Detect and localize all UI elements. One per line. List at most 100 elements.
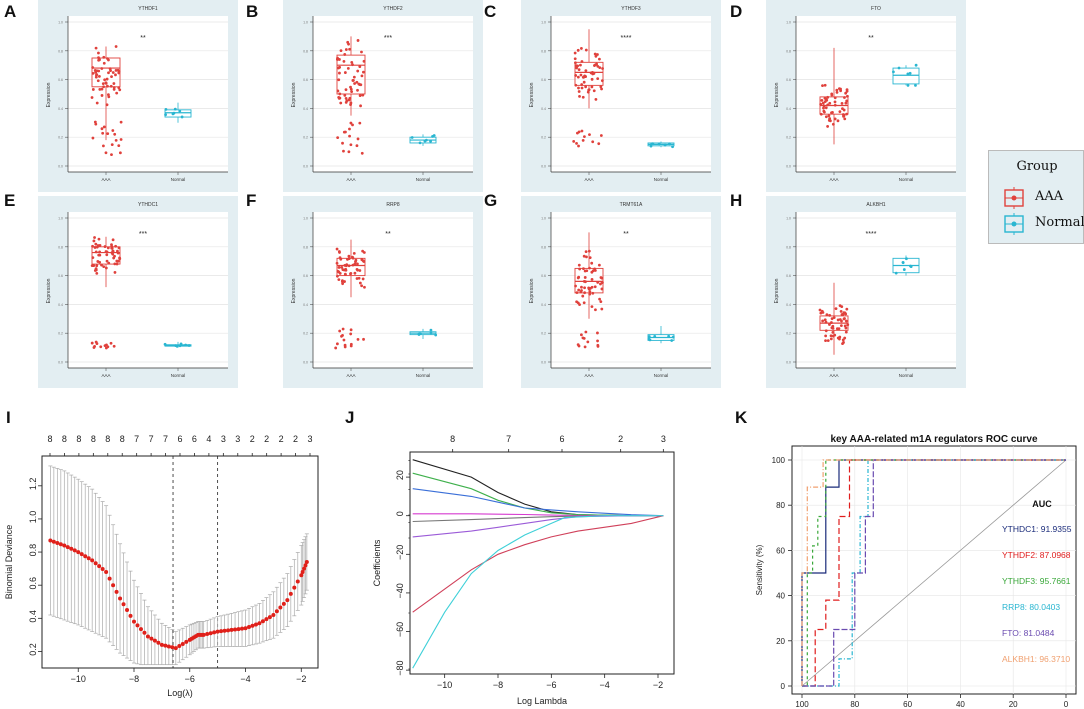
- deviance-point: [170, 645, 175, 650]
- jitter-point: [831, 326, 835, 330]
- jitter-point: [600, 276, 604, 280]
- jitter-point: [824, 339, 827, 342]
- jitter-point: [590, 285, 594, 289]
- jitter-point: [668, 142, 671, 146]
- deviance-point: [118, 596, 123, 601]
- jitter-point: [105, 77, 109, 81]
- jitter-point: [831, 334, 835, 338]
- jitter-point: [580, 60, 584, 63]
- jitter-point: [839, 324, 843, 327]
- top-tick-label: 8: [76, 434, 81, 444]
- top-tick-label: 8: [120, 434, 125, 444]
- jitter-point: [587, 249, 591, 253]
- jitter-point: [897, 66, 901, 70]
- jitter-point: [353, 271, 357, 275]
- jitter-point: [575, 66, 579, 70]
- jitter-point: [91, 244, 94, 248]
- jitter-point: [349, 87, 353, 91]
- jitter-point: [102, 61, 106, 65]
- coef-start-mark: •: [408, 458, 410, 463]
- outlier-point: [347, 150, 351, 154]
- coef-start-mark: •: [408, 610, 410, 615]
- deviance-point: [65, 545, 70, 550]
- jitter-point: [846, 323, 850, 327]
- jitter-point: [356, 69, 360, 73]
- jitter-point: [91, 66, 95, 69]
- jitter-point: [578, 303, 581, 307]
- chart-title: TRMT61A: [620, 202, 643, 208]
- top-tick-label: 8: [91, 434, 96, 444]
- panel-label-H: H: [730, 191, 743, 210]
- deviance-point: [121, 602, 126, 607]
- x-tick-label: 80: [850, 700, 859, 708]
- jitter-point: [337, 78, 341, 82]
- jitter-point: [116, 68, 120, 72]
- y-axis-label: Coefficients: [372, 539, 382, 586]
- deviance-point: [229, 627, 234, 632]
- jitter-point: [822, 104, 826, 108]
- jitter-point: [583, 269, 587, 273]
- box-iqr: [574, 61, 604, 86]
- deviance-point: [201, 632, 206, 637]
- jitter-point: [590, 278, 594, 281]
- jitter-point: [102, 265, 106, 269]
- jitter-point: [830, 321, 833, 324]
- jitter-point: [97, 69, 101, 73]
- jitter-point: [104, 81, 108, 85]
- jitter-point: [98, 87, 102, 91]
- jitter-point: [575, 291, 579, 295]
- y-tick-label: 0.2: [28, 643, 38, 656]
- jitter-point: [590, 261, 594, 265]
- auc-label: YTHDF3: 95.7661: [1002, 576, 1071, 586]
- jitter-point: [344, 268, 348, 272]
- jitter-point: [93, 236, 96, 239]
- jitter-point: [347, 254, 351, 258]
- deviance-point: [76, 550, 81, 555]
- deviance-point: [219, 629, 224, 634]
- roc-curve-2: [802, 459, 1066, 687]
- jitter-point: [828, 323, 831, 326]
- deviance-point: [302, 566, 307, 571]
- deviance-point: [173, 646, 178, 651]
- jitter-point: [347, 98, 351, 102]
- x-tick-label: −2: [296, 674, 306, 684]
- jitter-point: [344, 88, 348, 92]
- outlier-point: [344, 130, 347, 134]
- deviance-point: [292, 585, 297, 590]
- jitter-point: [361, 259, 365, 263]
- outlier-point: [341, 327, 345, 331]
- deviance-point: [299, 573, 304, 578]
- jitter-point: [600, 287, 604, 291]
- deviance-point: [55, 540, 60, 545]
- outlier-point: [341, 141, 344, 145]
- jitter-point: [358, 94, 362, 97]
- plot-area: [796, 16, 956, 172]
- jitter-point: [826, 95, 830, 99]
- top-tick-label: 7: [506, 434, 511, 444]
- deviance-point: [79, 552, 84, 557]
- jitter-point: [574, 61, 577, 65]
- jitter-point: [350, 60, 354, 64]
- significance-label: **: [623, 231, 629, 238]
- y-tick-label: 1.0: [303, 21, 308, 25]
- diagonal-reference: [801, 459, 1067, 687]
- x-tick-label: Normal: [899, 373, 914, 378]
- jitter-point: [892, 70, 895, 74]
- auc-label: ALKBH1: 96.3710: [1002, 654, 1070, 664]
- outlier-point: [104, 151, 108, 155]
- outlier-point: [338, 329, 342, 333]
- jitter-point: [106, 84, 109, 88]
- jitter-point: [601, 67, 604, 70]
- x-tick-label: Normal: [899, 177, 914, 182]
- y-tick-label: 0.6: [58, 78, 63, 82]
- deviance-point: [285, 598, 290, 603]
- jitter-point: [824, 115, 828, 119]
- top-tick-label: 2: [618, 434, 623, 444]
- jitter-point: [347, 42, 350, 46]
- outlier-point: [351, 123, 354, 127]
- jitter-point: [583, 291, 587, 295]
- y-tick-label: 0.4: [58, 107, 63, 111]
- jitter-point: [820, 309, 824, 313]
- jitter-point: [338, 251, 341, 254]
- x-tick-label: 60: [903, 700, 912, 708]
